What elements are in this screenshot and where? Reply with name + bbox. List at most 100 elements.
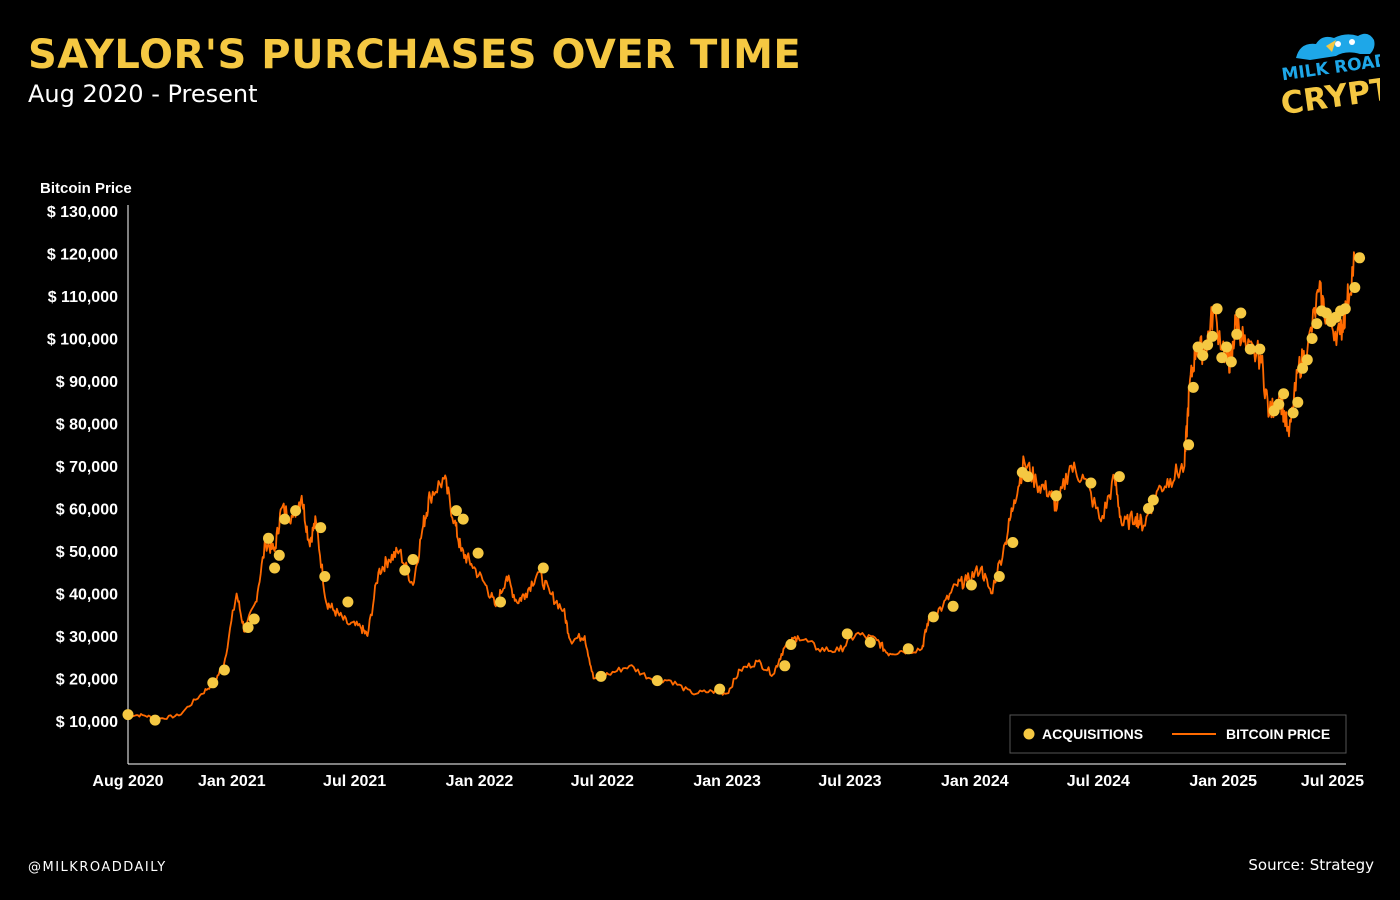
acquisition-point [1050, 490, 1062, 502]
acquisition-point [1206, 330, 1218, 342]
x-tick-label: Jul 2025 [1301, 773, 1364, 790]
acquisition-point [1225, 356, 1237, 368]
acquisition-point [342, 596, 354, 608]
acquisition-point [1197, 350, 1209, 361]
acquisition-point [993, 571, 1005, 582]
y-tick-label: $ 110,000 [48, 289, 118, 306]
acquisition-point [1183, 439, 1195, 451]
x-tick-label: Jan 2022 [446, 773, 514, 790]
acquisition-point [1202, 339, 1214, 351]
y-tick-label: $ 40,000 [56, 587, 118, 604]
acquisition-point [1244, 343, 1256, 355]
acquisition-point [1301, 354, 1313, 366]
bitcoin-price-line [127, 251, 1356, 721]
legend-acquisitions-label: ACQUISITIONS [1042, 726, 1143, 742]
y-tick-label: $ 120,000 [47, 247, 118, 264]
acquisition-point [1254, 343, 1266, 355]
acquisition-point [651, 675, 663, 687]
x-tick-label: Jan 2023 [693, 773, 761, 790]
acquisition-point [207, 677, 219, 689]
acquisition-point [263, 532, 274, 544]
acquisition-point [279, 513, 291, 525]
acquisition-point [1211, 303, 1223, 315]
acquisition-point [1320, 307, 1332, 319]
acquisition-point [269, 562, 281, 574]
acquisition-point [1354, 252, 1366, 264]
milk-road-crypto-logo: MILK ROAD CRYPTO [1279, 33, 1380, 122]
x-tick-label: Jul 2021 [323, 773, 386, 790]
acquisition-point [537, 562, 549, 574]
y-tick-label: $ 30,000 [56, 629, 118, 646]
acquisition-point [1216, 352, 1228, 364]
acquisition-point [1297, 362, 1309, 374]
acquisition-point [779, 660, 791, 672]
acquisition-point [1022, 471, 1034, 483]
acquisition-point [947, 600, 959, 612]
acquisition-point [785, 639, 797, 650]
acquisition-point [248, 613, 260, 625]
acquisition-point [1187, 381, 1199, 393]
x-tick-label: Jul 2024 [1067, 773, 1130, 790]
acquisition-point [927, 611, 939, 623]
y-tick-label: $ 50,000 [56, 544, 118, 561]
y-tick-label: $ 70,000 [56, 459, 118, 476]
acquisition-point [319, 571, 331, 582]
acquisition-point [902, 643, 914, 655]
acquisition-point [242, 622, 254, 633]
acquisition-point [273, 549, 285, 561]
x-tick-label: Jul 2023 [818, 773, 881, 790]
acquisition-point [457, 513, 469, 525]
acquisition-point [864, 636, 876, 648]
y-tick-label: $ 60,000 [56, 502, 118, 519]
social-handle: @MILKROADDAILY [28, 860, 167, 875]
acquisition-point [399, 564, 411, 576]
acquisition-point [315, 522, 327, 534]
x-tick-label: Jan 2021 [198, 773, 266, 790]
acquisition-point [1273, 398, 1285, 410]
y-tick-label: $ 80,000 [56, 417, 118, 434]
y-tick-label: $ 20,000 [56, 672, 118, 689]
y-axis-ticks: $ 10,000 $ 20,000 $ 30,000 $ 40,000 $ 50,000… [47, 204, 118, 731]
acquisition-point [1007, 537, 1019, 548]
acquisition-point [1231, 328, 1243, 340]
acquisition-markers [122, 252, 1366, 726]
acquisition-point [290, 505, 302, 517]
acquisition-point [841, 628, 853, 640]
legend: ACQUISITIONS BITCOIN PRICE [1009, 714, 1347, 754]
x-tick-label: Aug 2020 [92, 773, 163, 790]
acquisition-point [1306, 333, 1318, 344]
acquisition-point [1221, 341, 1233, 353]
y-tick-label: $ 10,000 [56, 714, 118, 731]
acquisition-point [1235, 307, 1247, 319]
x-tick-label: Jul 2022 [571, 773, 634, 790]
acquisition-point [1192, 341, 1204, 353]
acquisition-point [1113, 471, 1125, 483]
acquisition-point [1085, 477, 1097, 489]
x-axis-ticks: Aug 2020 Jan 2021 Jul 2021 Jan 2022 Jul 2022… [92, 773, 1364, 790]
acquisition-point [965, 579, 977, 591]
acquisition-point [149, 714, 161, 726]
legend-acquisitions-marker [1023, 728, 1035, 740]
chart-title: SAYLOR'S PURCHASES OVER TIME [28, 32, 802, 78]
acquisition-point [122, 709, 134, 721]
acquisition-point [1292, 396, 1304, 408]
y-tick-label: $ 130,000 [47, 204, 118, 221]
acquisition-point [1278, 388, 1290, 400]
y-tick-label: $ 90,000 [56, 374, 118, 391]
acquisition-point [450, 505, 462, 517]
y-tick-label: $ 100,000 [47, 332, 118, 349]
legend-price-label: BITCOIN PRICE [1226, 726, 1330, 742]
acquisition-point [1311, 318, 1323, 330]
source-note: Source: Strategy [1248, 856, 1374, 874]
acquisition-point [595, 670, 607, 682]
acquisition-point [1143, 503, 1154, 514]
acquisition-point [1339, 303, 1351, 315]
x-tick-label: Jan 2024 [941, 773, 1009, 790]
x-tick-label: Jan 2025 [1189, 773, 1257, 790]
acquisition-point [472, 547, 484, 559]
acquisition-point [218, 664, 230, 676]
acquisition-point [1147, 494, 1159, 506]
acquisition-point [1349, 282, 1361, 293]
y-axis-label: Bitcoin Price [40, 180, 132, 197]
